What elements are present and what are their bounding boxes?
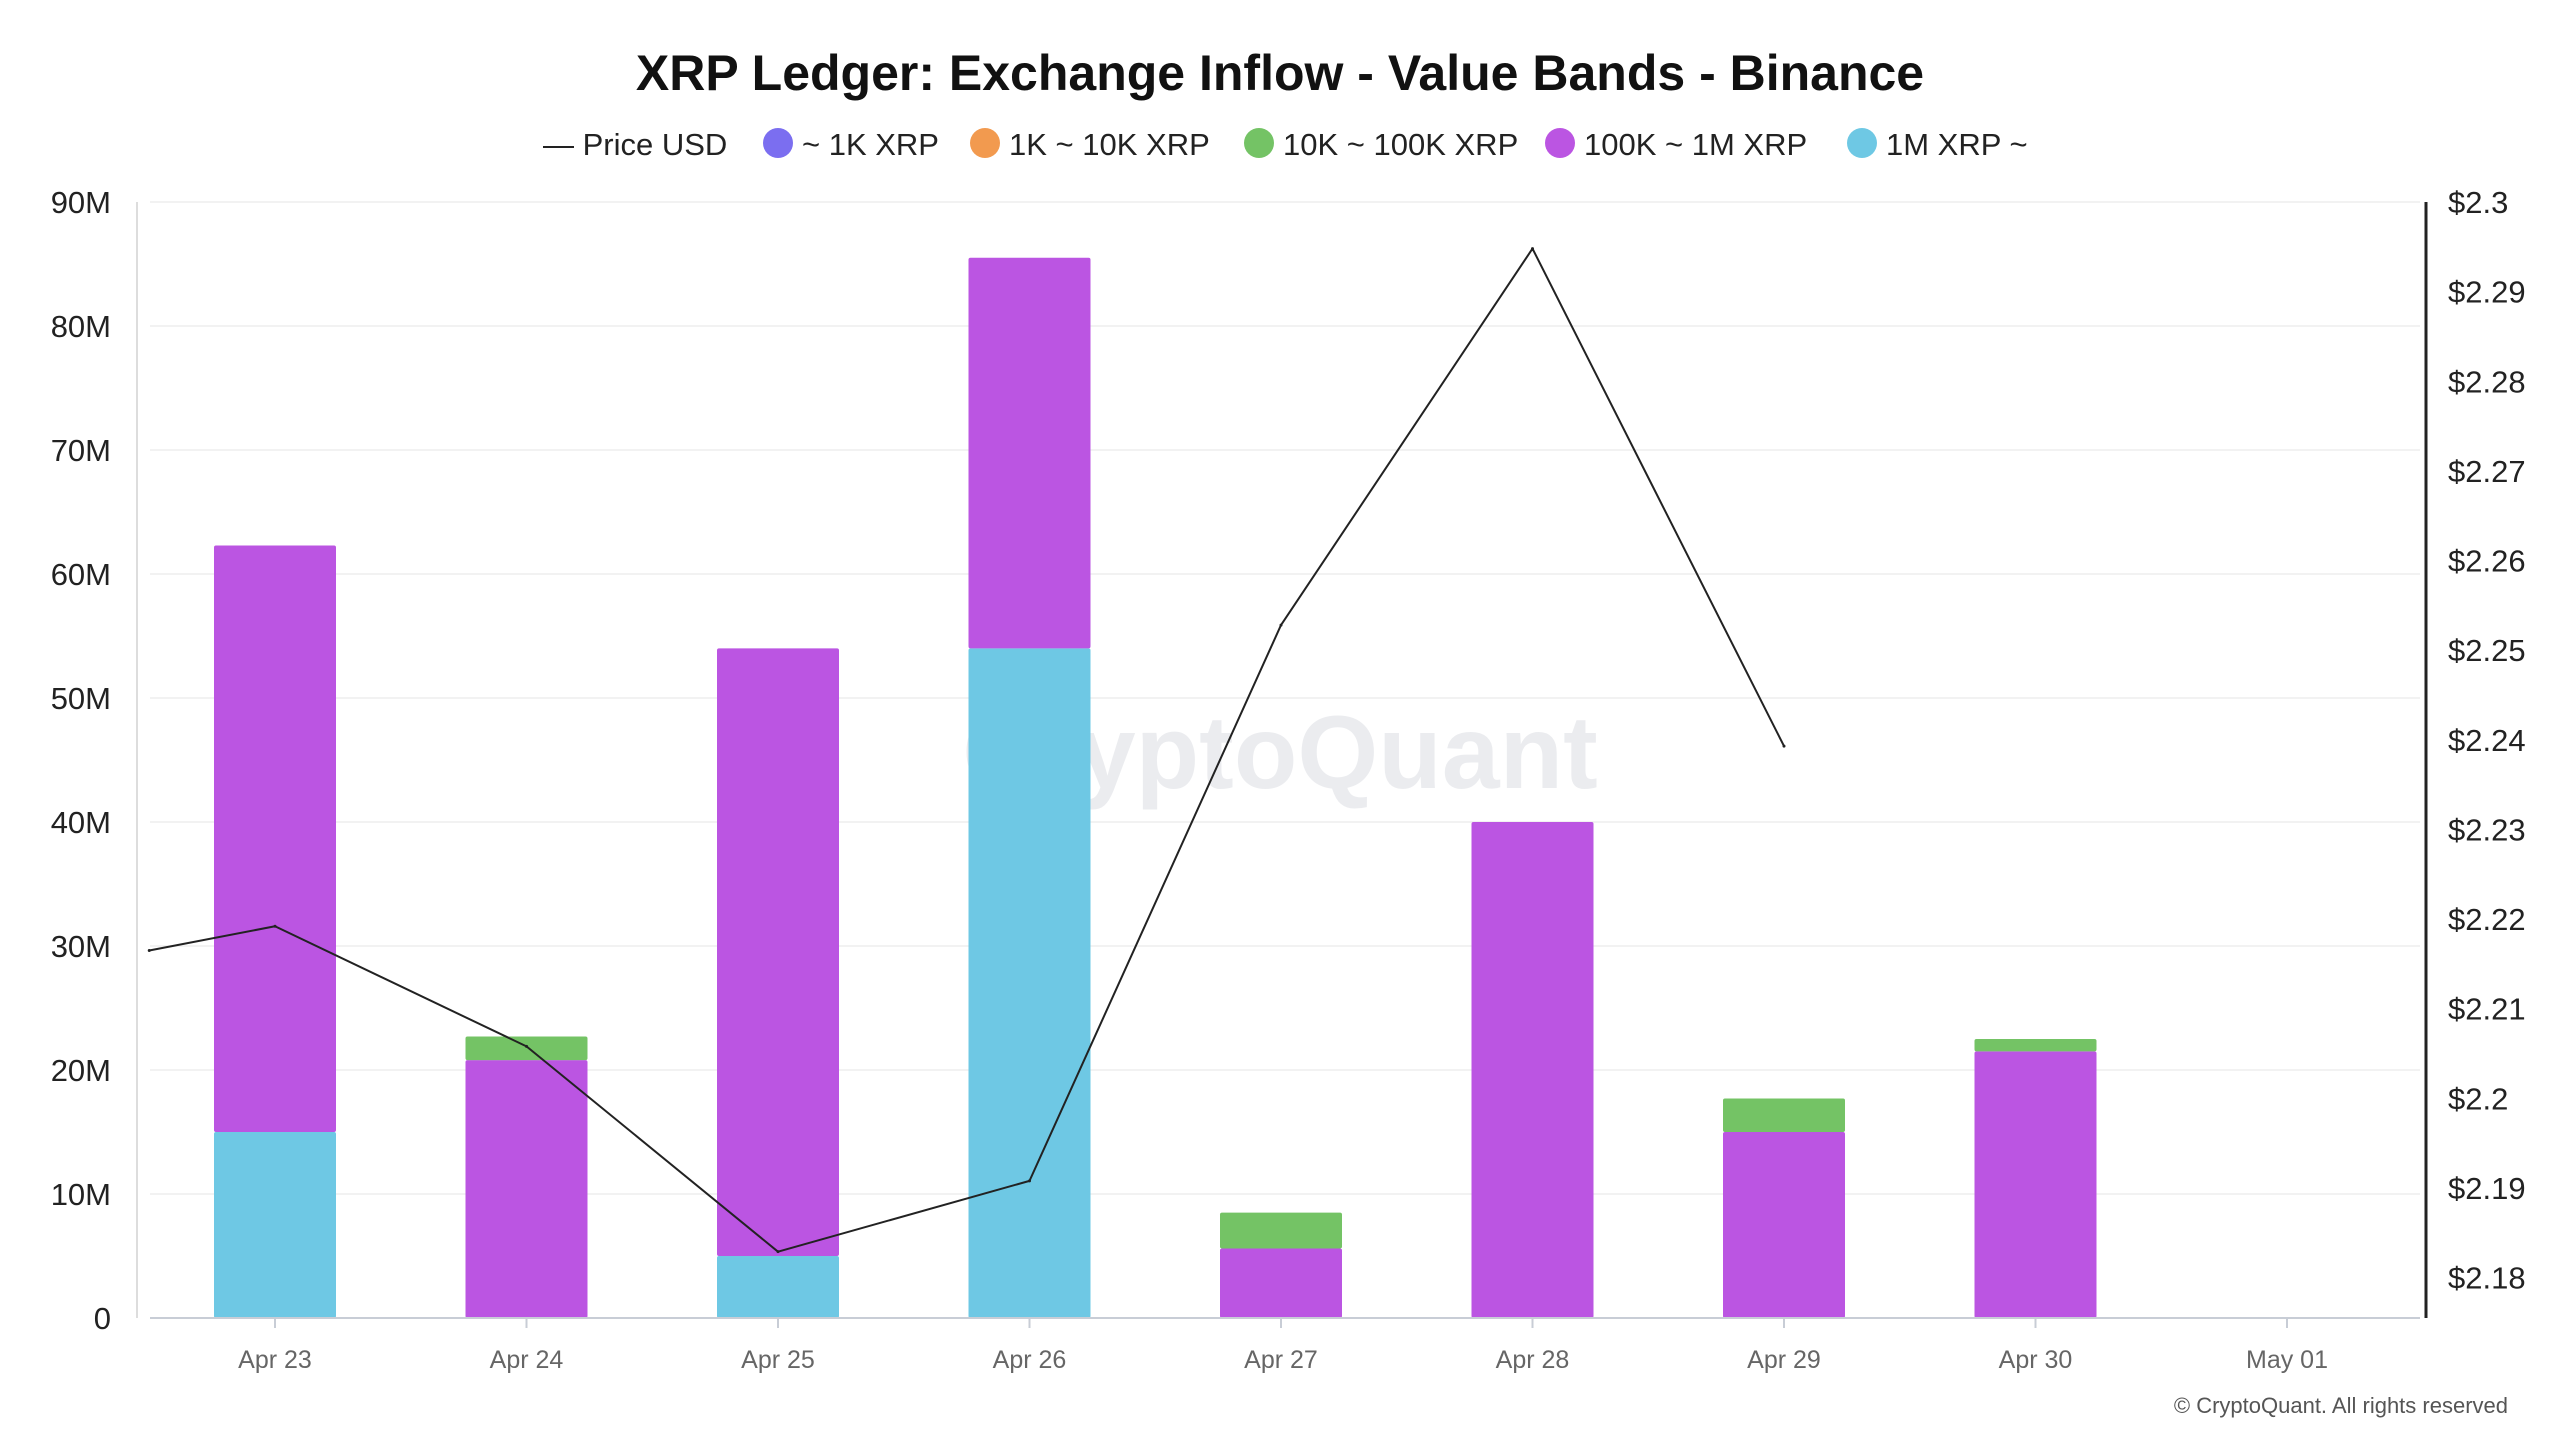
legend-item-3[interactable]: 100K ~ 1M XRP (1545, 127, 1807, 162)
chart-title: XRP Ledger: Exchange Inflow - Value Band… (636, 45, 1924, 101)
price-line-layer (147, 247, 1786, 1254)
legend: — Price USD ~ 1K XRP 1K ~ 10K XRP 10K ~ 10… (543, 127, 2028, 162)
bar-10k-100k-xrp-6[interactable] (1723, 1098, 1845, 1132)
y-right-tick-7: $2.25 (2448, 633, 2526, 668)
bar-100k-1m-xrp-3[interactable] (968, 257, 1091, 649)
x-tick-8: May 01 (2246, 1346, 2328, 1374)
y-left-tick-4: 40M (51, 805, 111, 840)
bar-100k-1m-xrp-6[interactable] (1723, 1132, 1845, 1318)
y-right-tick-11: $2.29 (2448, 275, 2526, 310)
y-left-tick-6: 60M (51, 557, 111, 592)
legend-label-1: 1K ~ 10K XRP (1009, 127, 1210, 162)
x-tick-7: Apr 30 (1999, 1346, 2073, 1374)
price-point-3[interactable] (776, 1250, 780, 1254)
price-point-4[interactable] (1028, 1179, 1031, 1183)
y-left-tick-2: 20M (51, 1053, 111, 1088)
bar-100k-1m-xrp-0[interactable] (214, 545, 336, 1132)
y-left-tick-3: 30M (51, 929, 111, 964)
legend-label-0: ~ 1K XRP (802, 127, 939, 162)
bar-100k-1m-xrp-4[interactable] (1220, 1248, 1342, 1318)
x-tick-5: Apr 28 (1496, 1346, 1570, 1374)
y-left-tick-8: 80M (51, 309, 111, 344)
y-left-tick-5: 50M (51, 681, 111, 716)
price-point-6[interactable] (1531, 247, 1534, 251)
bar-1m-xrp-2[interactable] (717, 1256, 839, 1318)
price-point-0[interactable] (147, 948, 151, 952)
x-tick-0: Apr 23 (238, 1346, 312, 1374)
legend-item-4[interactable]: 1M XRP ~ (1847, 127, 2028, 162)
bar-100k-1m-xrp-2[interactable] (717, 648, 839, 1256)
legend-label-4: 1M XRP ~ (1886, 127, 2028, 162)
bar-10k-100k-xrp-7[interactable] (1974, 1039, 2097, 1052)
x-tick-4: Apr 27 (1244, 1346, 1318, 1374)
copyright-text: © CryptoQuant. All rights reserved (2174, 1393, 2508, 1418)
y-right-tick-8: $2.26 (2448, 544, 2526, 579)
bar-10k-100k-xrp-4[interactable] (1220, 1212, 1342, 1249)
y-left-tick-9: 90M (51, 185, 111, 220)
y-right-tick-2: $2.2 (2448, 1081, 2508, 1116)
legend-swatch-0 (763, 128, 793, 158)
legend-price-usd[interactable]: — Price USD (543, 127, 727, 162)
x-tick-3: Apr 26 (993, 1346, 1067, 1374)
y-left-tick-1: 10M (51, 1177, 111, 1212)
bar-1m-xrp-0[interactable] (214, 1132, 336, 1318)
legend-swatch-2 (1244, 128, 1274, 158)
price-point-7[interactable] (1782, 744, 1786, 748)
y-right-tick-6: $2.24 (2448, 723, 2526, 758)
y-right-tick-12: $2.3 (2448, 185, 2508, 220)
legend-item-2[interactable]: 10K ~ 100K XRP (1244, 127, 1518, 162)
bar-100k-1m-xrp-7[interactable] (1974, 1051, 2097, 1318)
bar-100k-1m-xrp-1[interactable] (465, 1060, 588, 1318)
bar-10k-100k-xrp-1[interactable] (465, 1036, 588, 1061)
bar-1m-xrp-3[interactable] (968, 648, 1091, 1318)
price-point-5[interactable] (1279, 623, 1283, 627)
bars (214, 257, 2097, 1318)
bar-100k-1m-xrp-5[interactable] (1471, 822, 1594, 1318)
x-tick-6: Apr 29 (1747, 1346, 1821, 1374)
price-usd-line[interactable] (149, 247, 1785, 1253)
y-right-tick-9: $2.27 (2448, 454, 2526, 489)
legend-item-0[interactable]: ~ 1K XRP (763, 127, 939, 162)
y-left-tick-0: 0 (94, 1301, 111, 1336)
price-point-2[interactable] (525, 1044, 528, 1048)
legend-swatch-1 (970, 128, 1000, 158)
legend-label-2: 10K ~ 100K XRP (1283, 127, 1518, 162)
price-point-1[interactable] (273, 924, 277, 928)
y-right-tick-3: $2.21 (2448, 992, 2526, 1027)
y-right-tick-0: $2.18 (2448, 1261, 2526, 1296)
legend-swatch-3 (1545, 128, 1575, 158)
y-right-tick-10: $2.28 (2448, 364, 2526, 399)
y-right-tick-5: $2.23 (2448, 812, 2526, 847)
y-right-tick-4: $2.22 (2448, 902, 2526, 937)
x-tick-1: Apr 24 (490, 1346, 564, 1374)
axes: 0 10M 20M 30M 40M 50M 60M 70M 80M 90M $2.18 $2.19 $2… (51, 185, 2526, 1374)
y-left-tick-7: 70M (51, 433, 111, 468)
y-right-tick-1: $2.19 (2448, 1171, 2526, 1206)
legend-label-3: 100K ~ 1M XRP (1584, 127, 1807, 162)
x-tick-2: Apr 25 (741, 1346, 815, 1374)
legend-swatch-4 (1847, 128, 1877, 158)
legend-item-1[interactable]: 1K ~ 10K XRP (970, 127, 1210, 162)
